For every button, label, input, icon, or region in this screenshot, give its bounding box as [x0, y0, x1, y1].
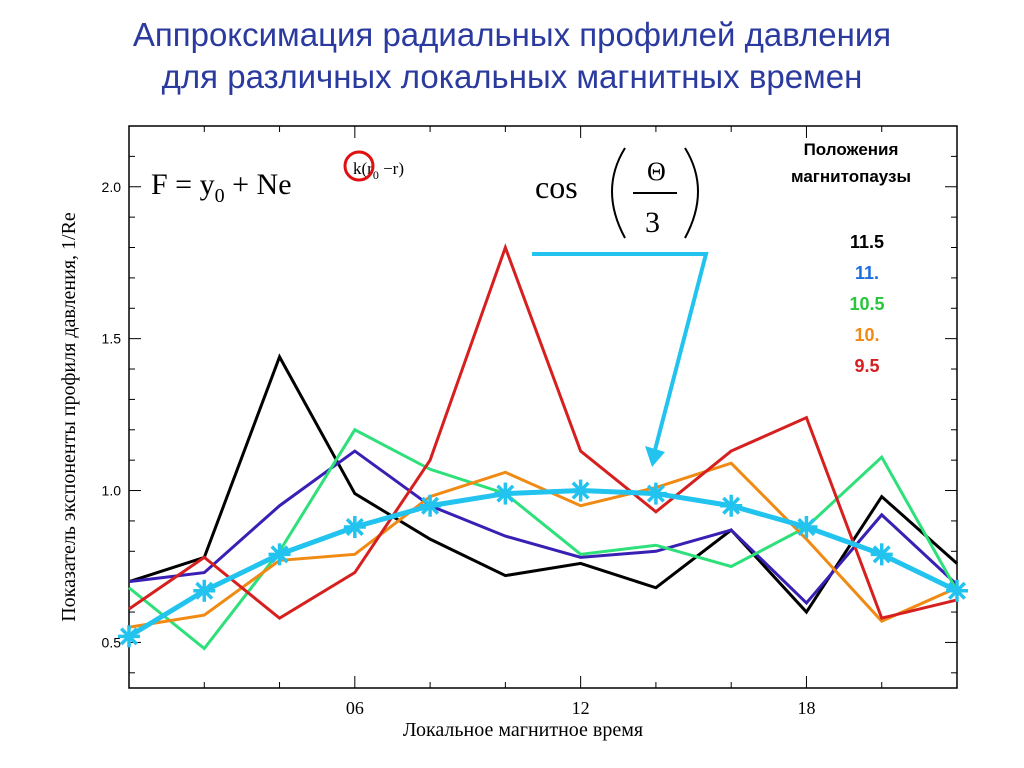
fit-marker: [343, 515, 366, 538]
title-line-1: Аппроксимация радиальных профилей давлен…: [132, 16, 892, 53]
y-tick-label: 2.0: [102, 179, 122, 195]
cos-label: cos: [535, 169, 578, 205]
plot-panel: 06 12 18 0.5 1.0 1.5 2.0 Локальное магнитное вр…: [33, 122, 988, 750]
legend-entry: 11.5: [850, 232, 884, 252]
slide-title: Аппроксимация радиальных профилей давлен…: [0, 14, 1024, 98]
legend-title-line-1: Положения: [804, 140, 899, 159]
legend-title-line-2: магнитопаузы: [791, 167, 911, 186]
highlight-circle: [343, 150, 375, 182]
fit-marker: [720, 494, 743, 517]
fit-curve: [118, 479, 968, 648]
legend-entry: 9.5: [854, 356, 879, 376]
fit-line: [127, 488, 959, 639]
cos-formula: cos Θ 3: [535, 147, 699, 239]
x-axis-label: Локальное магнитное время: [403, 719, 643, 741]
fit-marker: [795, 515, 818, 538]
fit-marker: [946, 579, 968, 602]
y-tick-label: 1.5: [102, 331, 122, 347]
legend-entries: 11.5 11. 10.5 10. 9.5: [849, 232, 884, 376]
series-lines: [128, 243, 959, 651]
fit-marker: [118, 625, 140, 648]
legend-entry: 10.: [854, 325, 879, 345]
series-line-10_5: [128, 427, 959, 651]
legend: Положения магнитопаузы 11.5 11. 10.5 10. 9.5: [791, 140, 911, 376]
series-line-11_5: [128, 353, 958, 615]
formula-main: F = y0 + Ne: [151, 168, 292, 207]
fit-marker: [419, 494, 442, 517]
fit-marker: [870, 543, 893, 566]
chart: 06 12 18 0.5 1.0 1.5 2.0 Локальное магнитное вр…: [58, 125, 968, 741]
y-axis-label: Показатель экспоненты профиля давления, …: [58, 212, 80, 622]
plot-frame: [128, 125, 958, 689]
annotation-arrow: [532, 252, 709, 467]
fit-marker: [268, 543, 291, 566]
y-tick-label: 0.5: [102, 634, 122, 650]
axes: 06 12 18 0.5 1.0 1.5 2.0 Локальное магнитное вр…: [58, 125, 958, 741]
series-line-11_: [128, 449, 959, 606]
title-line-2: для различных локальных магнитных времен: [161, 58, 863, 95]
series-line-10_: [128, 461, 958, 629]
cos-numerator: Θ: [647, 157, 666, 186]
cos-denominator: 3: [645, 206, 660, 239]
fit-marker: [494, 482, 517, 505]
fit-marker: [193, 579, 216, 602]
series-line-9_5: [128, 243, 958, 620]
legend-entry: 11.: [855, 263, 879, 283]
x-tick-label: 18: [797, 698, 815, 718]
legend-entry: 10.5: [849, 294, 884, 314]
fit-marker: [644, 482, 667, 505]
x-tick-label: 12: [572, 698, 590, 718]
y-tick-label: 1.0: [102, 483, 122, 499]
formula-exponent: k(r0 −r): [353, 159, 404, 182]
left-paren: [611, 147, 626, 239]
right-paren: [684, 147, 699, 239]
x-tick-label: 06: [346, 698, 364, 718]
fit-marker: [569, 479, 592, 502]
